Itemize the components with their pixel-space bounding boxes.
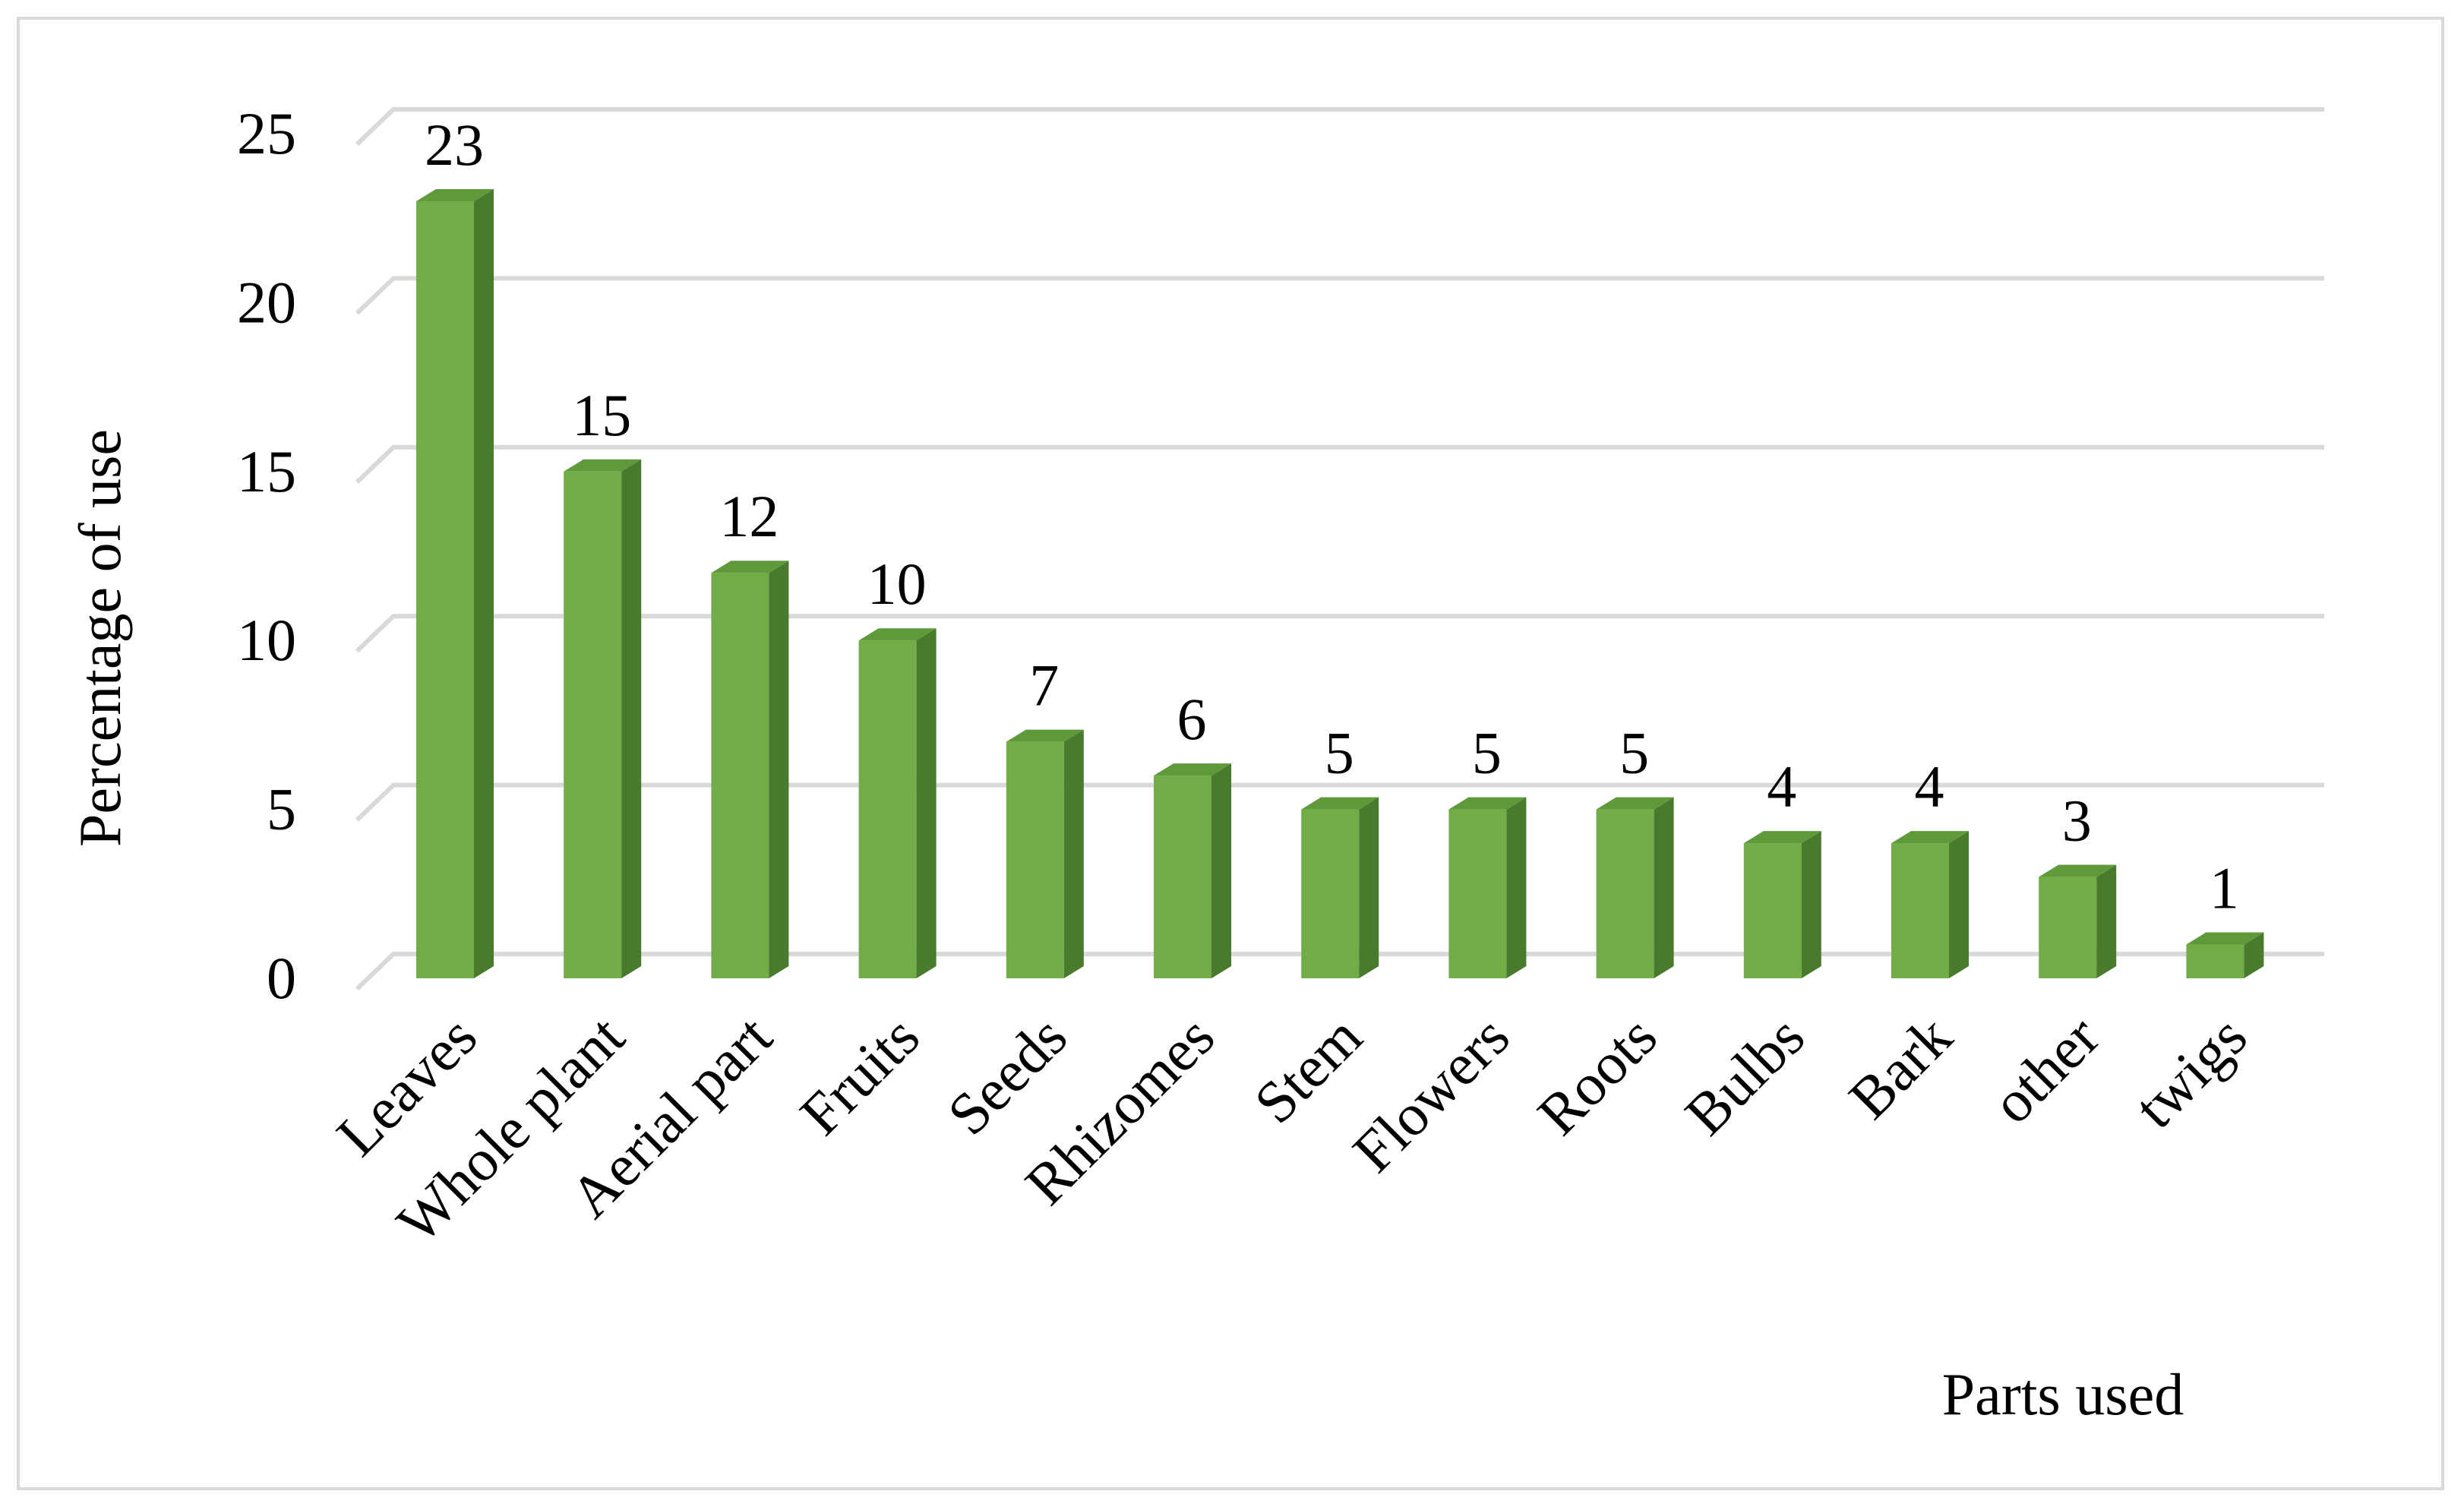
x-category-label: twigs	[2121, 1003, 2259, 1141]
bar-top	[564, 459, 642, 472]
bar-top	[1006, 729, 1084, 742]
bar-side	[1211, 763, 1231, 978]
bar-top	[1154, 763, 1231, 776]
bar-side	[1506, 797, 1527, 978]
y-tick-label: 15	[237, 438, 296, 504]
y-tick-label: 25	[237, 100, 296, 166]
bar-value-label: 12	[719, 483, 779, 549]
bar-value-label: 5	[1619, 720, 1649, 786]
bar-front	[416, 201, 474, 979]
bar	[1448, 797, 1527, 978]
y-axis-title: Percentage of use	[67, 429, 133, 847]
bar	[1596, 797, 1674, 978]
bar-top	[2186, 932, 2264, 945]
x-category-label: Fruits	[787, 1003, 931, 1148]
x-category-label: Roots	[1524, 1003, 1669, 1148]
bar-top	[1891, 831, 1969, 844]
bar-side	[474, 188, 494, 979]
bar	[1301, 797, 1379, 978]
bar	[1154, 763, 1231, 978]
y-tick-label: 10	[237, 607, 296, 673]
bar-value-label: 5	[1325, 720, 1354, 786]
bar-value-label: 23	[425, 112, 484, 178]
bar-side	[769, 561, 789, 978]
bar-front	[2039, 877, 2097, 978]
bar	[858, 628, 937, 978]
bar-value-label: 6	[1177, 686, 1207, 752]
bar-side	[1359, 797, 1379, 978]
bar	[416, 188, 494, 979]
bar-front	[1596, 809, 1654, 978]
bar-top	[711, 561, 789, 573]
bars	[416, 188, 2264, 979]
bar	[2039, 864, 2117, 978]
x-axis-title: Parts used	[1942, 1361, 2184, 1427]
bar-top	[1301, 797, 1379, 810]
bar-top	[858, 628, 937, 641]
x-category-label: Stem	[1241, 1003, 1374, 1136]
bar	[564, 459, 642, 978]
bar-value-label: 4	[1915, 753, 1944, 820]
grid-line	[355, 614, 2324, 653]
bar-side	[621, 459, 642, 978]
y-tick-label: 20	[237, 269, 296, 335]
bar-value-label: 3	[2062, 788, 2092, 854]
bar-front	[2186, 944, 2244, 978]
bar-top	[1743, 831, 1821, 844]
bar-value-label: 15	[572, 382, 631, 448]
bar-front	[1006, 741, 1064, 978]
bar-side	[1654, 797, 1674, 978]
bar-side	[1949, 831, 1969, 978]
x-category-label: Bark	[1836, 1003, 1964, 1132]
bar-front	[564, 471, 622, 978]
y-axis-ticks: 0 5 10 15 20 25	[237, 100, 296, 1011]
bar-front	[1154, 776, 1211, 978]
x-category-label: other	[1979, 1003, 2112, 1136]
bar-front	[1743, 843, 1802, 978]
x-category-label: Bulbs	[1673, 1003, 1817, 1148]
bar-value-label: 5	[1472, 720, 1502, 786]
bar	[711, 561, 789, 978]
y-tick-label: 0	[267, 945, 296, 1011]
grid-line	[355, 444, 2324, 484]
bar-top	[1448, 797, 1527, 810]
bar-value-label: 10	[867, 551, 927, 617]
bar-side	[2096, 864, 2117, 978]
bar-side	[2244, 932, 2264, 978]
bar-value-label: 4	[1767, 753, 1796, 820]
bar	[1743, 831, 1821, 978]
bar	[1891, 831, 1969, 978]
bar-value-label: 7	[1029, 652, 1059, 719]
bar	[2186, 932, 2264, 978]
bar-front	[1891, 843, 1949, 978]
bar-top	[416, 188, 494, 201]
bar-front	[858, 640, 917, 978]
y-tick-label: 5	[267, 776, 296, 842]
grid-lines	[355, 107, 2324, 991]
grid-line	[355, 107, 2324, 147]
bar	[1006, 729, 1084, 978]
bar-top	[2039, 864, 2117, 877]
grid-line	[355, 952, 2324, 991]
bar-front	[711, 573, 769, 978]
grid-line	[355, 276, 2324, 315]
bar-value-label: 1	[2210, 855, 2239, 921]
data-labels: 23 15 12 10 7 6 5 5 5 4 4 3 1	[425, 112, 2239, 921]
bar-side	[1801, 831, 1821, 978]
x-category-label: Flowers	[1340, 1003, 1521, 1185]
bar-side	[1063, 729, 1084, 978]
bar-top	[1596, 797, 1674, 810]
bar-front	[1448, 809, 1507, 978]
bar-side	[916, 628, 937, 978]
grid-line	[355, 782, 2324, 822]
bar-front	[1301, 809, 1360, 978]
